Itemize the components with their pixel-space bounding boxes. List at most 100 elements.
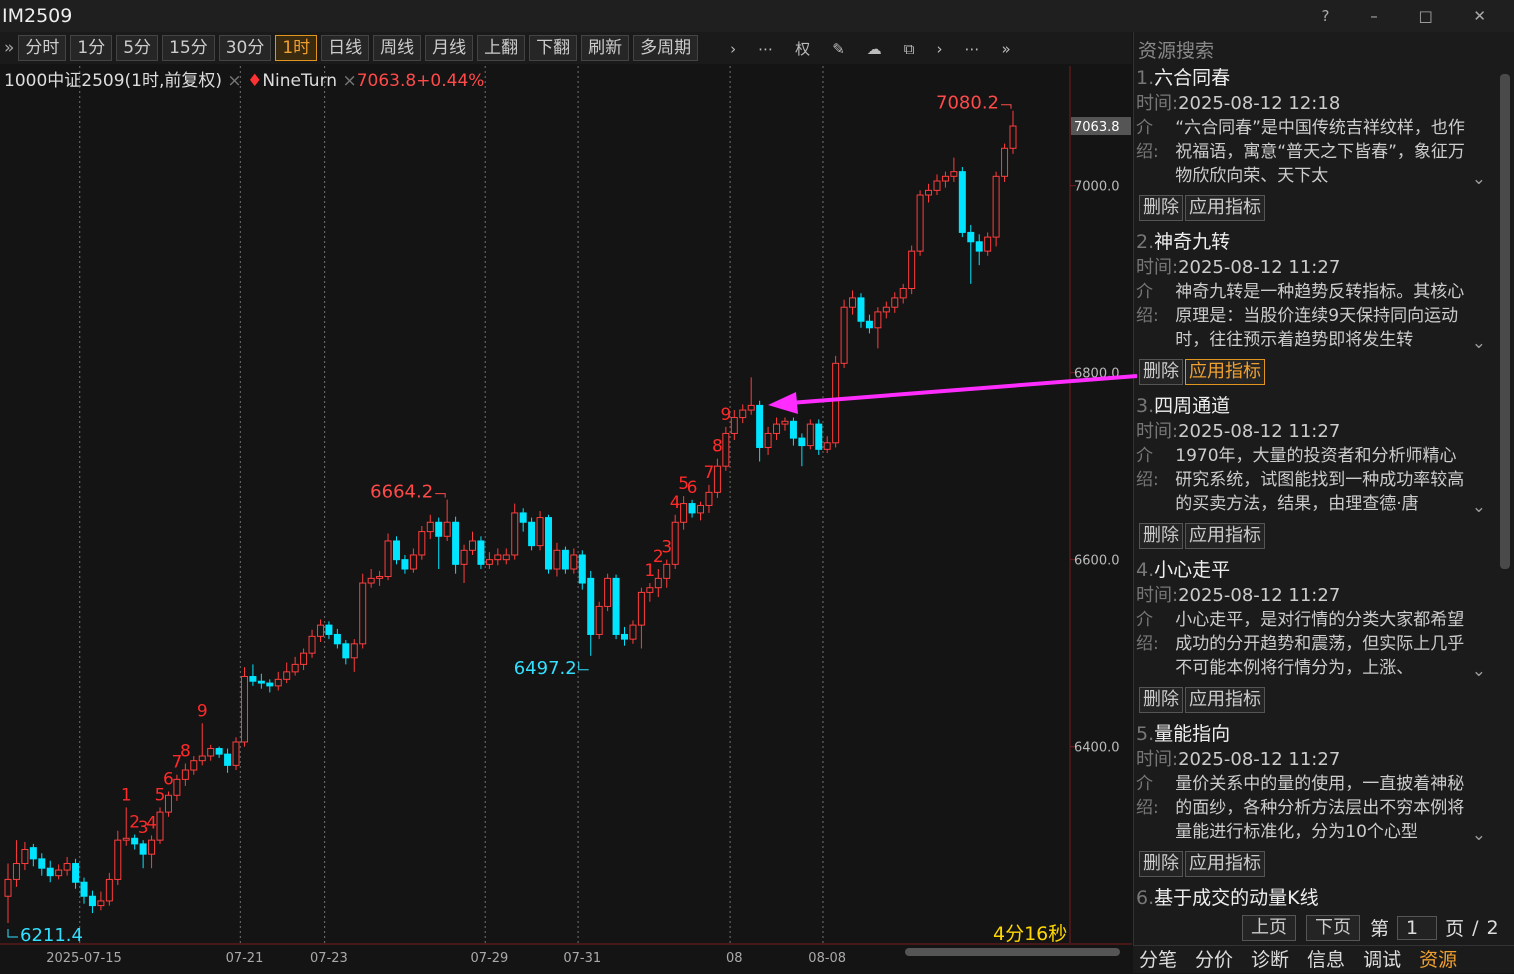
candle-body: [418, 531, 426, 556]
candle-body: [621, 633, 629, 640]
item-title: 六合同春: [1154, 67, 1231, 89]
icon-label[interactable]: 权: [795, 39, 833, 58]
item-intro: 1970年，大量的投资者和分析师精心研究系统，试图能找到一种成功率较高的买卖方法…: [1175, 446, 1465, 514]
candle-body: [494, 554, 502, 561]
pager-prev[interactable]: 上页: [1242, 914, 1296, 941]
candle-body: [392, 540, 400, 561]
candle-body: [350, 643, 358, 659]
apply-button[interactable]: 应用指标: [1185, 359, 1265, 385]
item-buttons: 删除 应用指标: [1136, 359, 1486, 385]
item-list: 1.六合同春 时间:2025-08-12 12:18 介绍: “六合同春”是中国传统吉…: [1134, 66, 1494, 912]
td-count: 3: [661, 538, 672, 558]
apply-button[interactable]: 应用指标: [1185, 523, 1265, 549]
delete-button[interactable]: 删除: [1139, 687, 1183, 713]
td-count: 4: [146, 813, 157, 833]
candle-body: [646, 587, 654, 593]
toolbar-button[interactable]: 月线: [425, 35, 474, 61]
candle-body: [578, 554, 586, 584]
item-time: 2025-08-12 11:27: [1178, 257, 1341, 278]
toolbar-button[interactable]: 刷新: [581, 35, 630, 61]
item-intro-row: 介绍: 神奇九转是一种趋势反转指标。其核心原理是：当股价连续9天保持同向运动时，往…: [1136, 280, 1486, 353]
candle-body: [781, 420, 789, 425]
candle-body: [333, 633, 341, 645]
page-input[interactable]: 1: [1397, 915, 1438, 940]
item-intro: 小心走平，是对行情的分类大家都希望成功的分开趋势和震荡，但实际上几乎不可能本例将…: [1175, 610, 1465, 678]
pager-next[interactable]: 下页: [1306, 914, 1360, 941]
toolbar-button[interactable]: 上翻: [477, 35, 526, 61]
toolbar-button[interactable]: 下翻: [529, 35, 578, 61]
candle-body: [72, 863, 80, 883]
toolbar-button[interactable]: 多周期: [633, 35, 699, 61]
annotation-arrowhead: [768, 392, 798, 414]
item-number: 4.: [1136, 559, 1155, 581]
delete-button[interactable]: 删除: [1139, 359, 1183, 385]
item-title: 基于成交的动量K线: [1154, 887, 1319, 909]
apply-button[interactable]: 应用指标: [1185, 687, 1265, 713]
candle-body: [240, 676, 248, 743]
item-time-row: 时间:2025-08-12 11:27: [1136, 583, 1486, 608]
expand-icon: ⌄: [1471, 333, 1486, 353]
candle-body: [764, 432, 772, 448]
toolbar-button[interactable]: 15分: [162, 35, 215, 61]
candle-body: [773, 423, 781, 434]
delete-button[interactable]: 删除: [1139, 195, 1183, 221]
scrollbar[interactable]: [1500, 74, 1510, 569]
item-time: 2025-08-12 12:18: [1178, 93, 1341, 114]
toolbar-button[interactable]: 分时: [18, 35, 67, 61]
item-buttons: 删除 应用指标: [1136, 523, 1486, 549]
candle-body: [891, 297, 899, 308]
delete-button[interactable]: 删除: [1139, 523, 1183, 549]
apply-button[interactable]: 应用指标: [1185, 851, 1265, 877]
candle-body: [38, 858, 46, 869]
item-title-row: 4.小心走平: [1136, 558, 1486, 583]
high-label: 6664.2: [370, 482, 433, 503]
candle-body: [477, 540, 485, 565]
candle-body: [654, 577, 662, 589]
item-intro-row: 介绍: 量价关系中的量的使用，一直披着神秘的面纱，各种分析方法层出不穷本例将量能进…: [1136, 772, 1486, 845]
item-time: 2025-08-12 11:27: [1178, 421, 1341, 442]
toolbar-button[interactable]: 1时: [275, 35, 318, 61]
apply-button[interactable]: 应用指标: [1185, 195, 1265, 221]
candle-body: [97, 900, 105, 907]
toolbar-button[interactable]: 周线: [373, 35, 422, 61]
time-label: 时间:: [1136, 93, 1179, 114]
tab[interactable]: 分笔: [1139, 949, 1178, 971]
candle-body: [1009, 125, 1017, 149]
tab[interactable]: 诊断: [1251, 949, 1290, 971]
toolbar-button[interactable]: 5分: [116, 35, 159, 61]
candle-body: [300, 652, 308, 665]
pager-total: 2: [1486, 916, 1499, 939]
candle-body: [671, 521, 679, 565]
candle-body: [958, 171, 966, 233]
tab[interactable]: 分价: [1195, 949, 1234, 971]
candle-body: [604, 577, 612, 607]
candle-body: [266, 682, 274, 687]
candle-body: [224, 753, 232, 766]
toolbar-button[interactable]: 日线: [321, 35, 370, 61]
candle-body: [139, 843, 147, 855]
candle-body: [502, 554, 510, 561]
toolbar-button[interactable]: 30分: [218, 35, 272, 61]
candle-body: [992, 175, 1000, 238]
item-number: 3.: [1136, 395, 1155, 417]
candle-body: [4, 878, 12, 897]
candle-body: [63, 863, 71, 871]
tab[interactable]: 资源: [1419, 949, 1458, 971]
tab[interactable]: 信息: [1307, 949, 1346, 971]
candle-body: [730, 417, 738, 434]
candle-body: [409, 554, 417, 570]
candle-body: [105, 878, 113, 902]
candle-body: [232, 741, 240, 766]
instrument: 1000中证2509(1时,前复权): [4, 71, 223, 91]
candle-body: [967, 231, 975, 243]
tab[interactable]: 调试: [1363, 949, 1402, 971]
candle-body: [55, 869, 63, 877]
candle-body: [663, 563, 671, 579]
candle-body: [359, 582, 367, 645]
item-time: 2025-08-12 11:27: [1178, 749, 1341, 770]
toolbar-button[interactable]: 1分: [70, 35, 113, 61]
delete-button[interactable]: 删除: [1139, 851, 1183, 877]
x-tick-label: 07-29: [470, 951, 508, 966]
candle-body: [21, 849, 29, 865]
